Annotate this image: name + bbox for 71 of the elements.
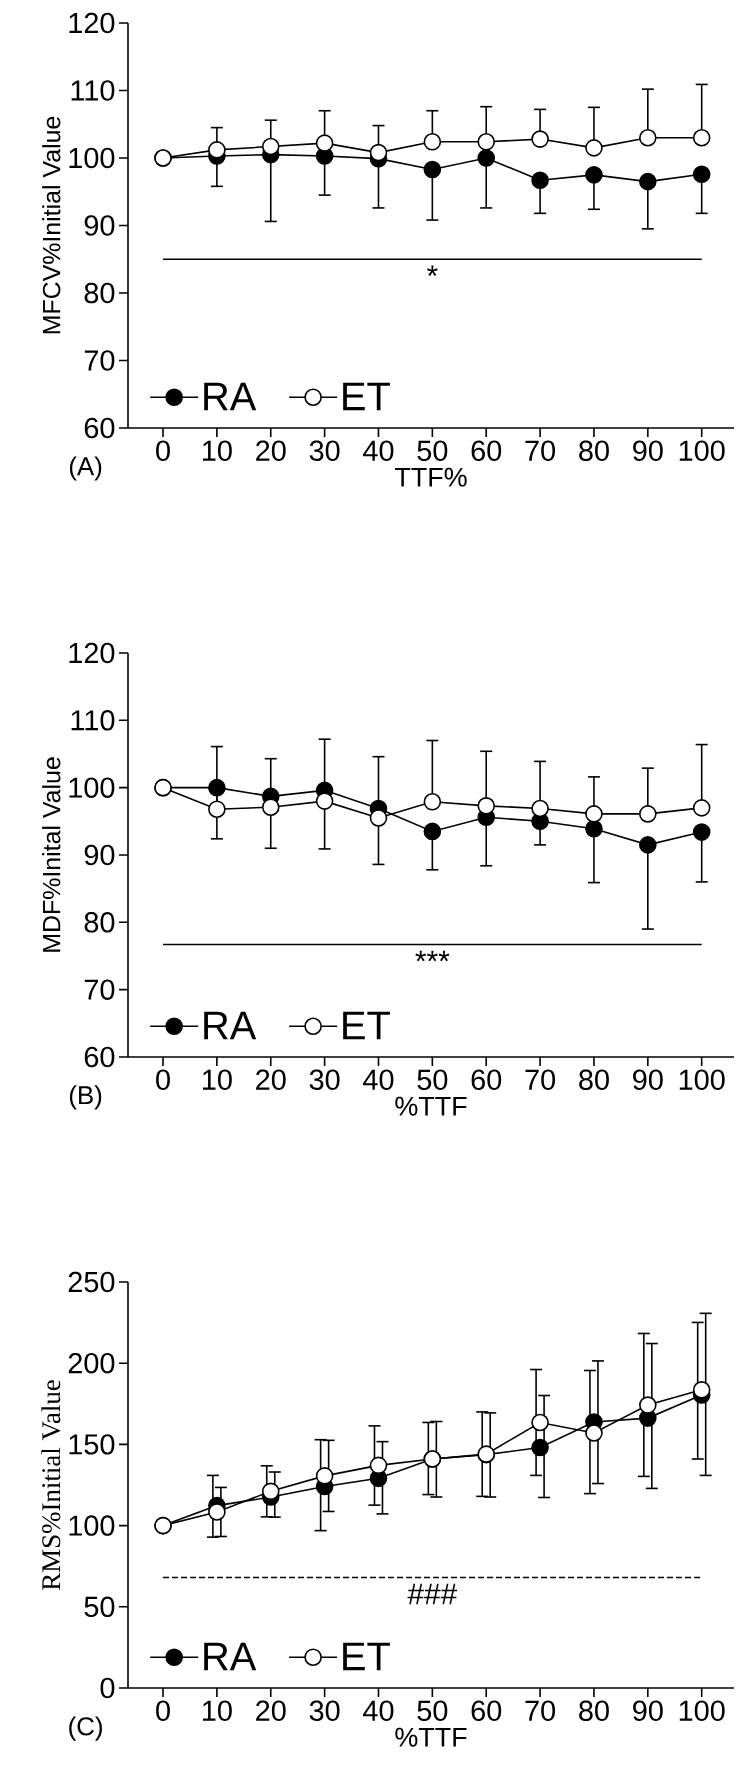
y-tick-label: 100 — [69, 1515, 115, 1536]
text: (B) — [69, 1085, 102, 1110]
x-tick-label: 80 — [579, 440, 609, 461]
y-tick-label: 90 — [84, 215, 115, 236]
x-tick-label: 0 — [156, 440, 170, 461]
x-tick-label: 10 — [203, 1069, 232, 1090]
y-axis-title: RMS%Initial Value — [41, 1380, 61, 1590]
x-tick-label: 80 — [579, 1069, 609, 1090]
y-tick-label: 50 — [84, 1596, 115, 1618]
x-tick-label: 100 — [679, 440, 725, 461]
y-tick-label: 110 — [71, 710, 115, 731]
y-axis-title: MDF%Inital Value — [42, 757, 61, 952]
x-tick-label: 70 — [525, 440, 556, 461]
x-tick-label: 50 — [417, 440, 448, 461]
x-tick-label: 50 — [417, 1069, 448, 1090]
x-tick-label: 40 — [363, 1069, 394, 1090]
text: (A) — [69, 456, 102, 481]
x-tick-label: 20 — [256, 440, 286, 461]
x-tick-label: 90 — [633, 1700, 663, 1721]
x-tick-label: 10 — [203, 1700, 232, 1721]
y-tick-label: 110 — [71, 80, 115, 101]
x-tick-label: 50 — [417, 1700, 448, 1721]
x-tick-label: 60 — [471, 1069, 502, 1090]
y-tick-label: 100 — [69, 777, 115, 798]
y-tick-label: 200 — [68, 1352, 115, 1374]
legend-label: RA — [204, 382, 257, 411]
ref-line-label: * — [427, 265, 438, 276]
x-axis-title: %TTF — [395, 1096, 467, 1116]
y-tick-label: 60 — [84, 417, 115, 439]
legend-label: ET — [343, 1011, 390, 1040]
ref-line-label: *** — [415, 950, 450, 962]
x-axis-title: %TTF — [395, 1727, 467, 1747]
y-tick-label: 0 — [100, 1677, 115, 1699]
x-tick-label: 30 — [309, 1069, 340, 1090]
x-tick-label: 80 — [579, 1700, 609, 1721]
y-tick-label: 250 — [68, 1271, 115, 1293]
x-tick-label: 30 — [309, 440, 340, 461]
y-tick-label: 120 — [69, 642, 115, 664]
x-axis-title: TTF% — [395, 467, 467, 487]
x-tick-label: 0 — [156, 1069, 170, 1090]
x-tick-label: 60 — [471, 440, 502, 461]
ref-line-label: ### — [407, 1583, 458, 1605]
x-tick-label: 100 — [679, 1069, 725, 1090]
y-tick-label: 120 — [69, 12, 115, 34]
x-tick-label: 30 — [309, 1700, 340, 1721]
x-tick-label: 70 — [525, 1069, 556, 1090]
y-tick-label: 70 — [84, 979, 115, 1000]
x-tick-label: 10 — [203, 440, 232, 461]
y-axis-title: MFCV%Initial Value — [42, 116, 61, 334]
y-tick-label: 70 — [84, 350, 115, 371]
x-tick-label: 20 — [256, 1700, 286, 1721]
y-tick-label: 90 — [84, 844, 115, 866]
x-tick-label: 40 — [363, 1700, 394, 1721]
x-tick-label: 0 — [156, 1700, 170, 1721]
y-tick-label: 150 — [69, 1434, 115, 1455]
legend-label: ET — [343, 382, 390, 411]
x-tick-label: 90 — [633, 440, 663, 461]
legend-label: RA — [204, 1011, 257, 1040]
y-tick-label: 60 — [84, 1046, 115, 1068]
y-tick-label: 80 — [84, 282, 115, 304]
legend-label: RA — [204, 1642, 257, 1671]
x-tick-label: 40 — [363, 440, 394, 461]
x-tick-label: 60 — [471, 1700, 502, 1721]
legend-label: ET — [343, 1642, 390, 1671]
y-tick-label: 100 — [69, 147, 115, 169]
x-tick-label: 90 — [633, 1069, 663, 1090]
text: (C) — [69, 1716, 102, 1741]
x-tick-label: 100 — [679, 1700, 725, 1721]
x-tick-label: 70 — [525, 1700, 556, 1721]
x-tick-label: 20 — [256, 1069, 286, 1090]
y-tick-label: 80 — [84, 912, 115, 933]
